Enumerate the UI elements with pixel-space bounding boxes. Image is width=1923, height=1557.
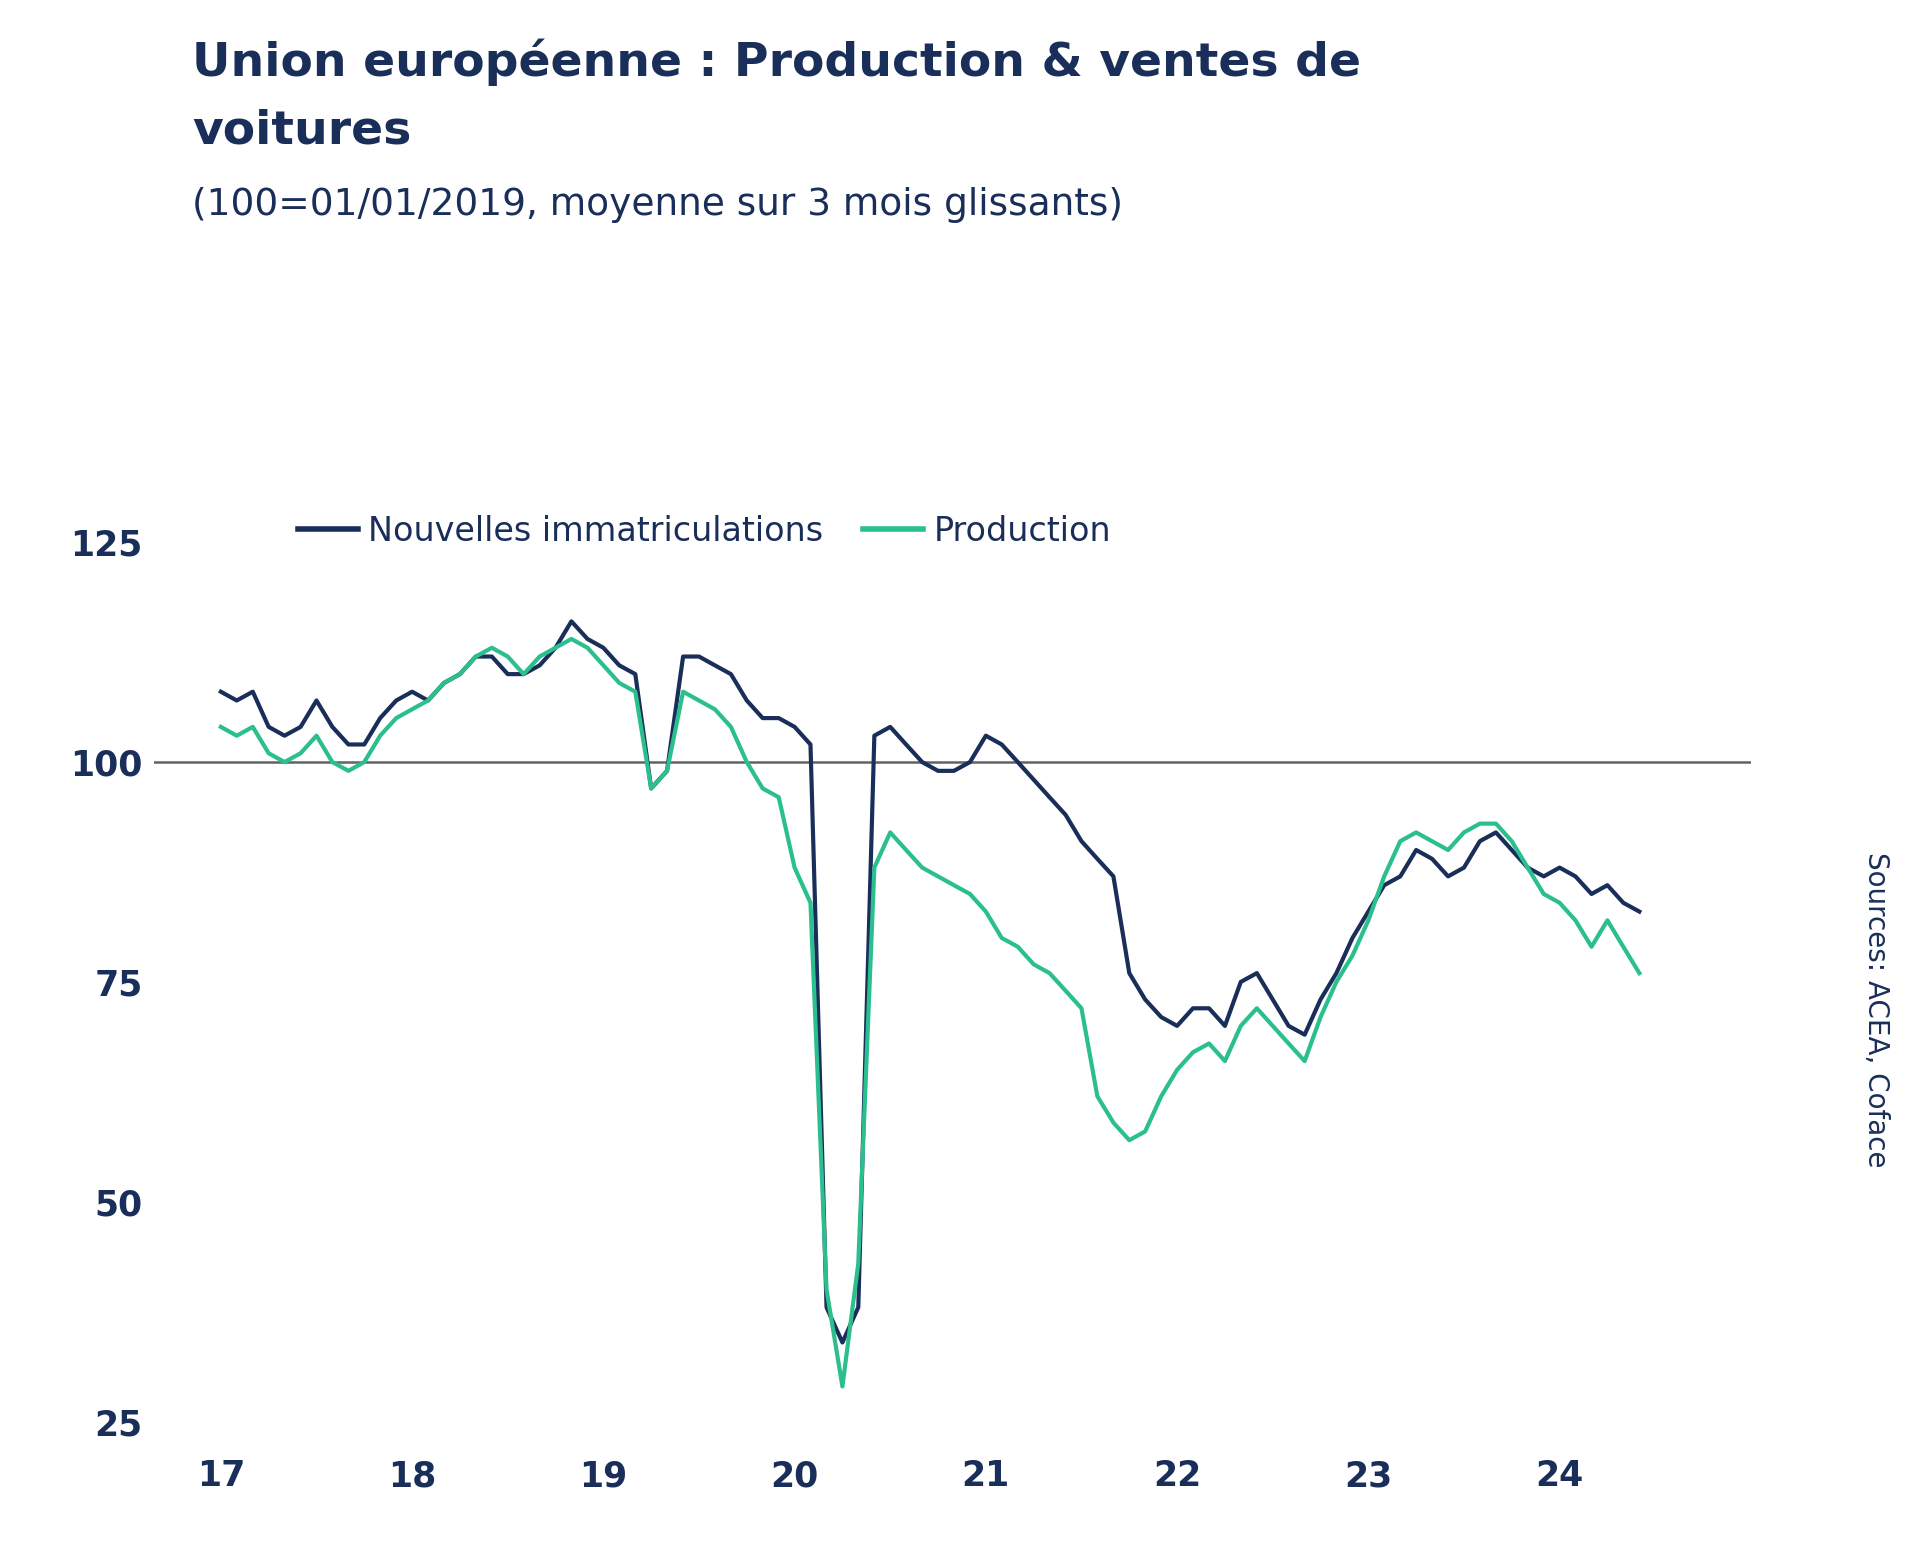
Nouvelles immatriculations	[656, 761, 679, 780]
Nouvelles immatriculations	[210, 682, 233, 701]
Production	[1627, 964, 1650, 982]
Nouvelles immatriculations	[1229, 973, 1252, 992]
Nouvelles immatriculations	[1419, 850, 1442, 869]
Production	[1594, 911, 1617, 930]
Production	[1419, 831, 1442, 850]
Production	[1229, 1017, 1252, 1035]
Text: Sources: ACEA, Coface: Sources: ACEA, Coface	[1861, 852, 1888, 1168]
Production	[831, 1376, 854, 1395]
Nouvelles immatriculations	[831, 1333, 854, 1351]
Line: Nouvelles immatriculations: Nouvelles immatriculations	[221, 621, 1638, 1342]
Production	[656, 761, 679, 780]
Line: Production: Production	[221, 638, 1638, 1386]
Nouvelles immatriculations	[560, 612, 583, 631]
Production	[1452, 824, 1475, 842]
Nouvelles immatriculations	[400, 682, 423, 701]
Text: (100=01/01/2019, moyenne sur 3 mois glissants): (100=01/01/2019, moyenne sur 3 mois glis…	[192, 187, 1123, 223]
Nouvelles immatriculations	[1452, 858, 1475, 877]
Text: voitures: voitures	[192, 109, 412, 154]
Production	[210, 718, 233, 736]
Text: Union européenne : Production & ventes de: Union européenne : Production & ventes d…	[192, 39, 1361, 87]
Production	[400, 701, 423, 719]
Nouvelles immatriculations	[1594, 877, 1617, 895]
Production	[560, 629, 583, 648]
Nouvelles immatriculations	[1627, 902, 1650, 920]
Legend: Nouvelles immatriculations, Production: Nouvelles immatriculations, Production	[298, 515, 1110, 548]
